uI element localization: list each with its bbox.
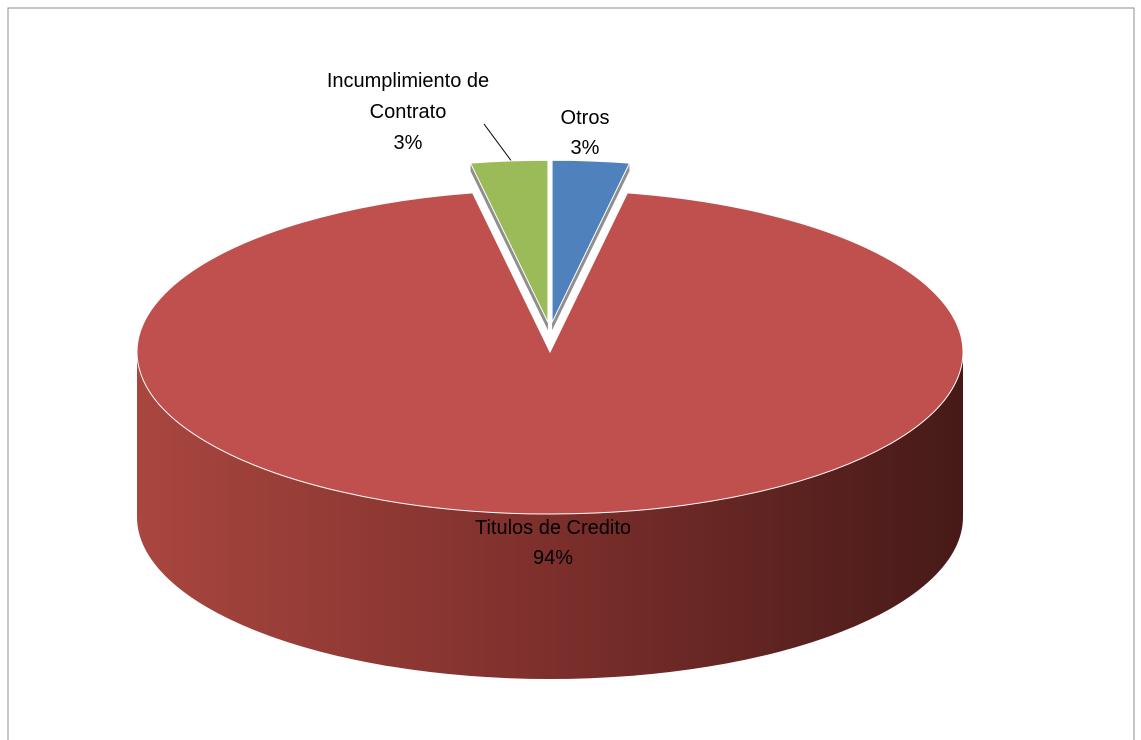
pie-side [137, 352, 963, 679]
value-label: 3% [393, 132, 423, 154]
pie-slice [136, 192, 964, 515]
slice-edge [552, 160, 630, 331]
chart-frame [7, 7, 1135, 740]
data-label: Otros 3% [490, 103, 680, 163]
data-label: Incumplimiento de Contrato 3% [313, 66, 503, 159]
data-label: Titulos de Credito 94% [358, 513, 748, 573]
category-label: Incumplimiento de Contrato [326, 70, 490, 123]
value-label: 3% [570, 137, 600, 159]
category-label: Titulos de Credito [475, 517, 631, 539]
pie-slice [469, 159, 549, 323]
value-label: 94% [532, 547, 574, 569]
pie-slice [551, 159, 631, 323]
slice-edge [470, 160, 548, 331]
category-label: Otros [560, 107, 610, 129]
